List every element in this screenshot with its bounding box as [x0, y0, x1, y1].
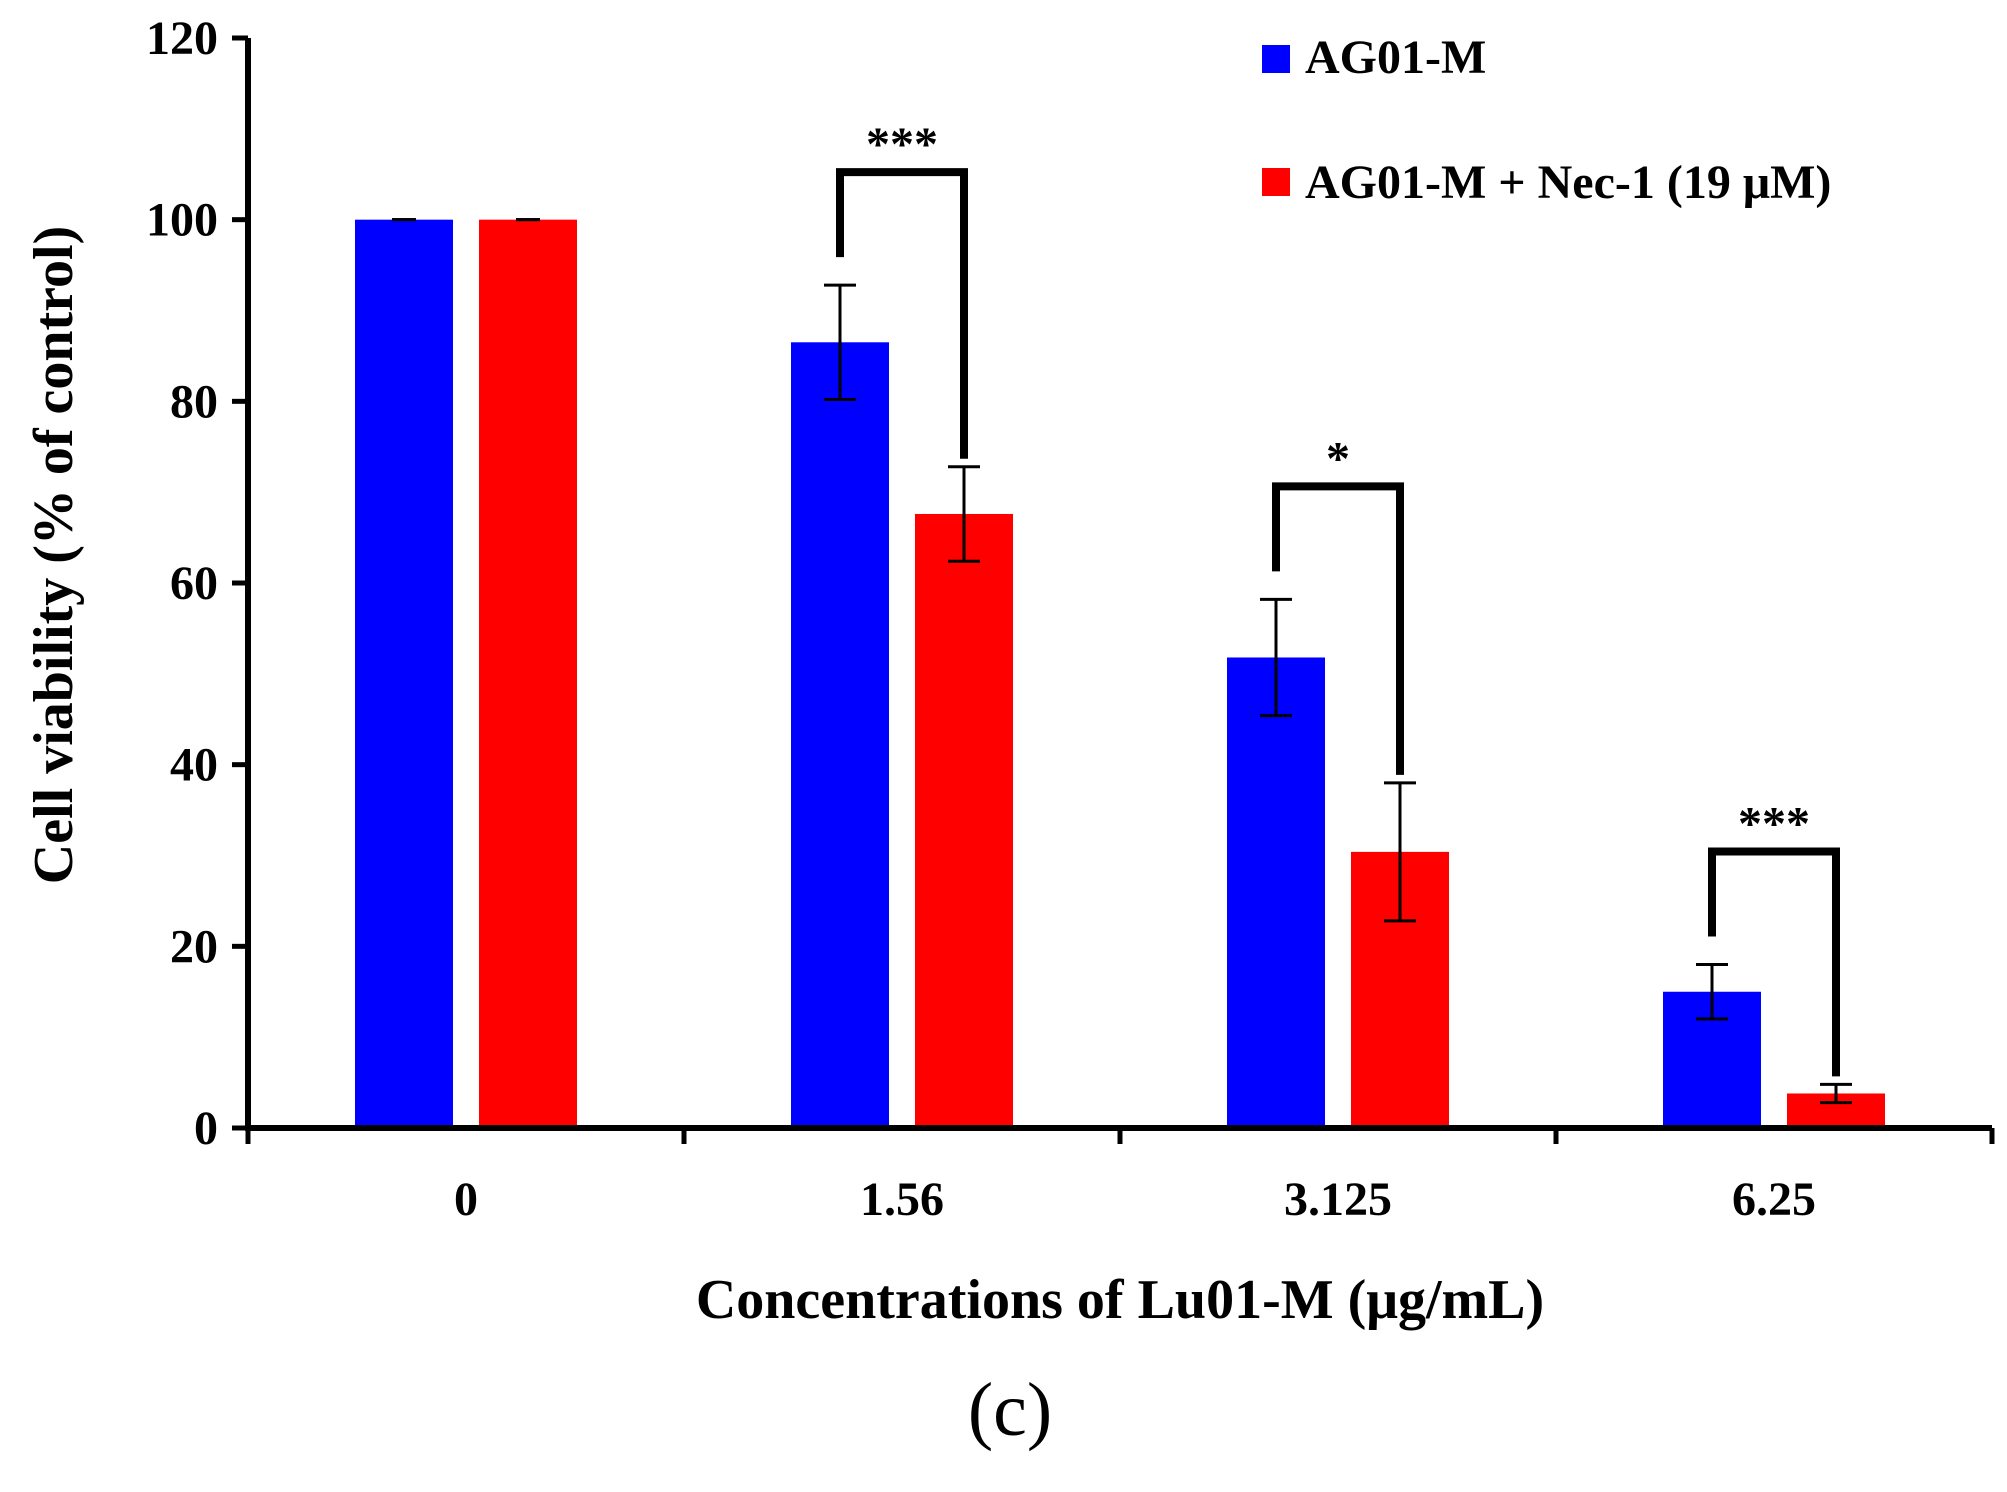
x-tick-label: 0	[454, 1173, 478, 1226]
y-tick-label: 120	[146, 12, 218, 65]
bar-ag01m-nec1	[915, 513, 1013, 1128]
y-tick-label: 100	[146, 194, 218, 247]
bar-ag01m	[1227, 657, 1325, 1128]
significance-label: *	[1326, 432, 1350, 485]
y-axis-title: Cell viability (% of control)	[23, 226, 85, 884]
bar-ag01m-nec1	[479, 219, 577, 1128]
significance-bracket	[1272, 482, 1404, 775]
significance-label: ***	[866, 118, 938, 171]
bars-layer	[355, 219, 1885, 1129]
x-tick-label: 3.125	[1284, 1173, 1392, 1226]
x-tick-label: 6.25	[1732, 1173, 1816, 1226]
bar-ag01m	[355, 219, 453, 1128]
y-tick-label: 40	[170, 739, 218, 792]
error-bars-layer	[392, 218, 1852, 1105]
legend-swatch-ag01m	[1262, 45, 1290, 73]
x-axis-title: Concentrations of Lu01-M (μg/mL)	[696, 1269, 1544, 1331]
x-tick-label: 1.56	[860, 1173, 944, 1226]
y-tick-label: 60	[170, 557, 218, 610]
significance-label: ***	[1738, 798, 1810, 851]
y-ticks: 0 20 40 60 80 100 120	[146, 12, 248, 1155]
legend-swatch-ag01m-nec1	[1262, 168, 1290, 196]
y-tick-label: 20	[170, 920, 218, 973]
y-tick-label: 80	[170, 375, 218, 428]
bar-ag01m	[791, 342, 889, 1129]
x-ticks: 0 1.56 3.125 6.25	[245, 1128, 1995, 1226]
panel-label: (c)	[968, 1368, 1052, 1452]
legend-label-ag01m-nec1: AG01-M + Nec-1 (19 μM)	[1305, 156, 1831, 209]
y-tick-label: 0	[194, 1102, 218, 1155]
legend-label-ag01m: AG01-M	[1305, 31, 1486, 84]
significance-bracket	[1708, 847, 1840, 1077]
legend: AG01-M AG01-M + Nec-1 (19 μM)	[1262, 31, 1831, 209]
significance-layer: *******	[836, 118, 1840, 1077]
significance-bracket	[836, 168, 968, 459]
